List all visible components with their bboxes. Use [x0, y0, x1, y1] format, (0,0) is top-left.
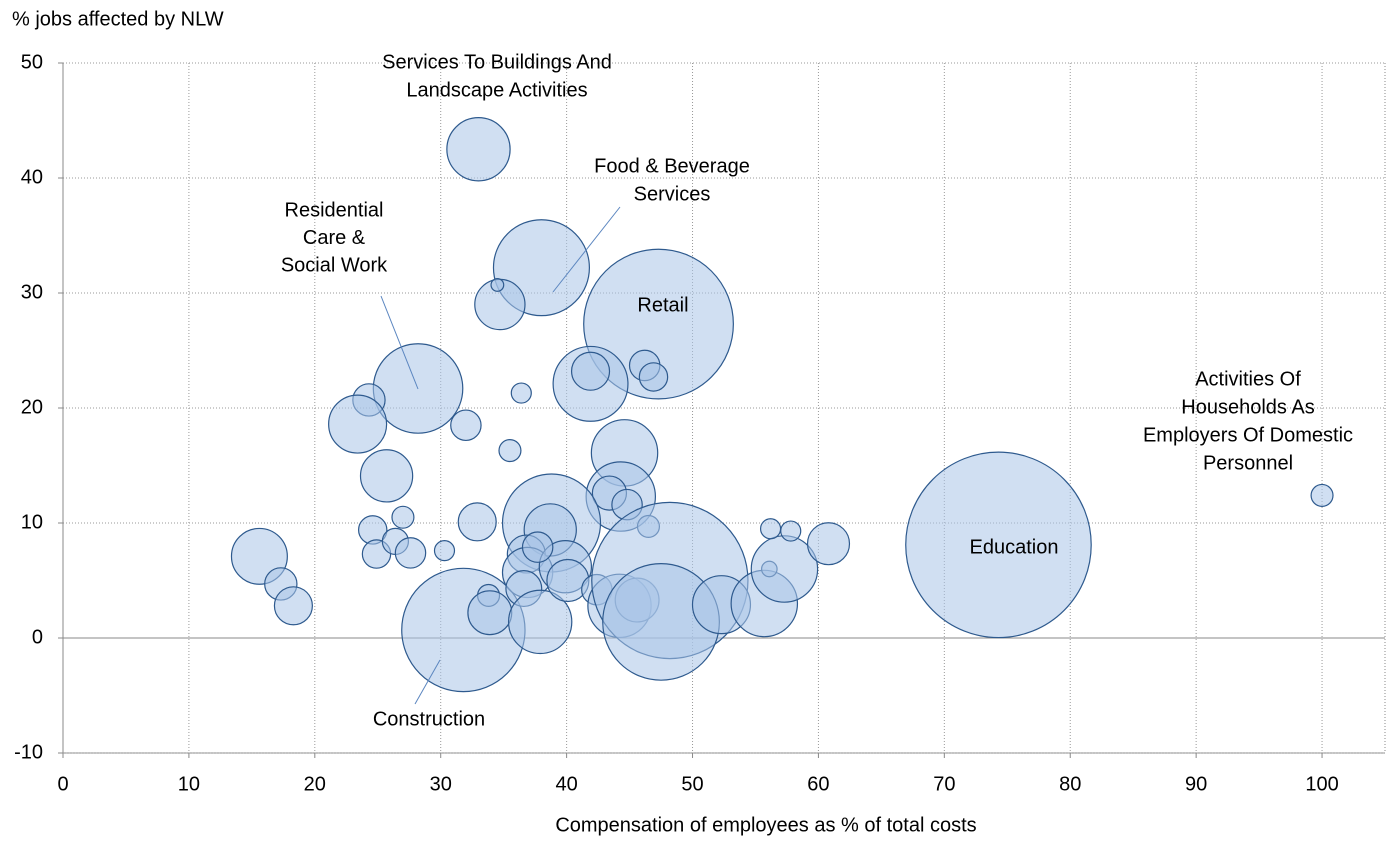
- x-tick-label: 50: [681, 773, 703, 795]
- x-tick-label: 10: [178, 773, 200, 795]
- bubble: [394, 537, 427, 569]
- x-tick-label: 30: [430, 773, 452, 795]
- bubble: [359, 449, 414, 503]
- annotation: Retail: [637, 294, 688, 316]
- x-tick-label: 80: [1059, 773, 1081, 795]
- y-tick-label: -10: [14, 741, 43, 763]
- bubble: [490, 278, 505, 292]
- leader-line: [380, 295, 419, 390]
- y-tick-label: 10: [21, 511, 43, 533]
- annotation: Services To Buildings And: [382, 51, 612, 73]
- x-tick-label: 40: [555, 773, 577, 795]
- bubble: [1310, 483, 1334, 507]
- x-tick-label: 100: [1305, 773, 1338, 795]
- annotation: Activities Of: [1195, 368, 1301, 390]
- x-tick-label: 20: [304, 773, 326, 795]
- bubble: [780, 520, 802, 542]
- annotation: Social Work: [281, 254, 388, 276]
- bubble: [905, 451, 1092, 639]
- annotation: Food & Beverage: [594, 155, 750, 177]
- x-tick-label: 0: [57, 773, 68, 795]
- annotation: Care &: [303, 227, 366, 249]
- leader-line: [414, 659, 441, 705]
- annotation: Households As: [1181, 396, 1314, 418]
- bubble: [521, 531, 554, 563]
- y-tick-label: 20: [21, 396, 43, 418]
- annotation: Residential: [285, 199, 384, 221]
- x-tick-label: 60: [807, 773, 829, 795]
- bubble: [638, 362, 669, 392]
- bubble: [391, 505, 415, 529]
- x-tick-label: 90: [1185, 773, 1207, 795]
- bubble: [507, 589, 573, 655]
- bubble: [273, 586, 313, 626]
- annotation: Services: [634, 183, 711, 205]
- bubble: [457, 502, 497, 542]
- y-tick-label: 50: [21, 51, 43, 73]
- annotation: Personnel: [1203, 452, 1293, 474]
- annotation: Education: [970, 536, 1059, 558]
- y-tick-label: 40: [21, 166, 43, 188]
- bubble: [759, 518, 782, 540]
- bubble: [498, 438, 522, 463]
- bubble: [806, 522, 851, 566]
- annotation: Landscape Activities: [406, 79, 587, 101]
- bubble: [570, 351, 611, 391]
- bubble: [510, 382, 532, 404]
- bubble: [328, 394, 388, 454]
- y-tick-label: 0: [32, 626, 43, 648]
- leader-line: [552, 206, 621, 293]
- bubble: [446, 117, 511, 182]
- x-axis-label: Compensation of employees as % of total …: [555, 814, 976, 836]
- bubble: [467, 590, 513, 636]
- annotation: Employers Of Domestic: [1143, 424, 1353, 446]
- y-axis-label: % jobs affected by NLW: [12, 8, 224, 30]
- bubble: [450, 409, 482, 442]
- y-tick-label: 30: [21, 281, 43, 303]
- x-tick-label: 70: [933, 773, 955, 795]
- annotation: Construction: [373, 708, 485, 730]
- bubble: [433, 539, 456, 562]
